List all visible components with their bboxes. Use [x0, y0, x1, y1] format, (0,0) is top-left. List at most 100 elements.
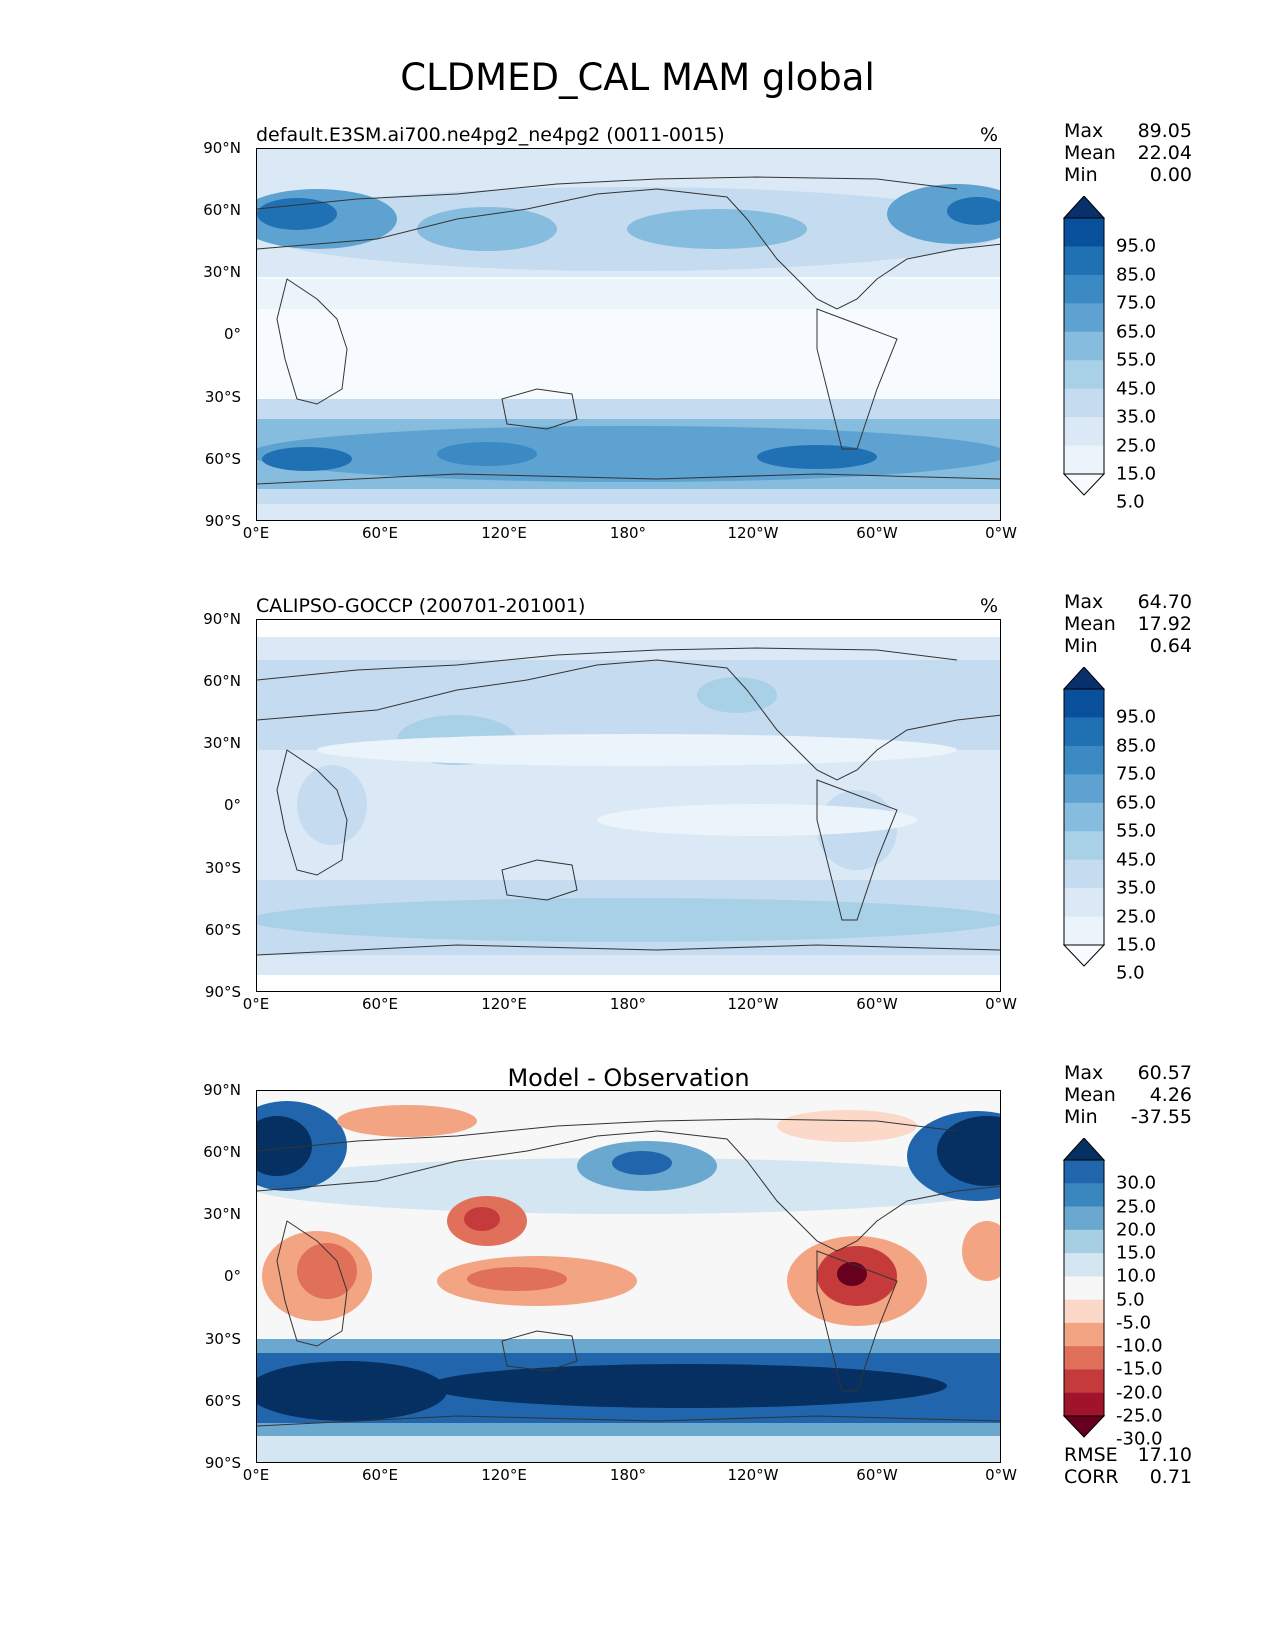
colorbar-swatch: [1064, 331, 1104, 361]
lat-label: 30°N: [203, 734, 241, 752]
colorbar-tick-label: 25.0: [1116, 906, 1157, 928]
colorbar-swatch: [1064, 916, 1104, 946]
stat-corr: CORR 0.71: [1064, 1466, 1192, 1488]
lat-label: 90°S: [204, 983, 241, 1001]
colorbar-swatch: [1064, 218, 1104, 247]
panel-subtitle: default.E3SM.ai700.ne4pg2_ne4pg2 (0011-0…: [256, 124, 725, 146]
colorbar-swatch: [1064, 774, 1104, 804]
colorbar-swatch: [1064, 445, 1104, 475]
colorbar-swatch: [1064, 388, 1104, 418]
lon-label: 120°W: [727, 995, 779, 1013]
lon-label: 0°E: [242, 524, 270, 542]
colorbar-extend-top: [1062, 1138, 1106, 1161]
lat-label: 30°N: [203, 1205, 241, 1223]
colorbar-tick-label: 15.0: [1116, 934, 1157, 956]
lat-label: 60°S: [204, 921, 241, 939]
colorbar-swatch: [1064, 1369, 1104, 1394]
stat-min: Min 0.64: [1064, 635, 1192, 657]
colorbar-tick-label: 65.0: [1116, 792, 1157, 814]
colorbar: [1062, 667, 1106, 967]
colorbar-swatch: [1064, 1392, 1104, 1417]
lat-label: 90°N: [203, 1081, 241, 1099]
colorbar-swatch: [1064, 246, 1104, 276]
lon-label: 60°E: [361, 995, 399, 1013]
colorbar-tick-label: -10.0: [1116, 1335, 1163, 1357]
map-frame: [256, 1090, 1001, 1463]
stat-mean: Mean 22.04: [1064, 142, 1192, 164]
lon-label: 0°E: [242, 995, 270, 1013]
map-frame: [256, 619, 1001, 992]
panel-subtitle: CALIPSO-GOCCP (200701-201001): [256, 595, 586, 617]
colorbar-extend-bottom: [1062, 1415, 1106, 1438]
colorbar-tick-label: 5.0: [1116, 962, 1145, 984]
colorbar-swatch: [1064, 831, 1104, 861]
lon-label: 120°E: [481, 524, 527, 542]
colorbar-swatch: [1064, 1160, 1104, 1184]
colorbar-swatch: [1064, 1299, 1104, 1324]
panel-model: default.E3SM.ai700.ne4pg2_ne4pg2 (0011-0…: [0, 112, 1275, 572]
lat-label: 30°N: [203, 263, 241, 281]
lat-label: 30°S: [204, 859, 241, 877]
difference-field-map: [257, 1091, 1000, 1462]
colorbar-tick-label: 20.0: [1116, 1219, 1157, 1241]
stat-max: Max 60.57: [1064, 1062, 1192, 1084]
lon-label: 60°W: [856, 1466, 898, 1484]
colorbar-swatch: [1064, 859, 1104, 889]
stat-min: Min -37.55: [1064, 1106, 1192, 1128]
colorbar-tick-label: 5.0: [1116, 1289, 1145, 1311]
colorbar-extend-top: [1062, 196, 1106, 219]
colorbar-frame: [1063, 1159, 1105, 1417]
stats-box: Max 60.57 Mean 4.26 Min -37.55: [1064, 1062, 1192, 1128]
lat-label: 0°: [223, 325, 241, 343]
lat-label: 60°N: [203, 672, 241, 690]
lon-label: 120°W: [727, 524, 779, 542]
colorbar-swatch: [1064, 1229, 1104, 1254]
lon-label: 0°W: [985, 524, 1017, 542]
colorbar-tick-label: 25.0: [1116, 1196, 1157, 1218]
lat-label: 0°: [223, 796, 241, 814]
colorbar-frame: [1063, 688, 1105, 946]
colorbar-frame: [1063, 217, 1105, 475]
lon-label: 180°: [609, 995, 647, 1013]
colorbar-swatch: [1064, 1346, 1104, 1370]
colorbar-swatch: [1064, 1206, 1104, 1231]
lon-label: 60°W: [856, 995, 898, 1013]
model-field-map: [257, 149, 1000, 520]
colorbar-tick-label: -20.0: [1116, 1382, 1163, 1404]
colorbar-swatch: [1064, 717, 1104, 747]
stat-max: Max 64.70: [1064, 591, 1192, 613]
stat-rmse: RMSE 17.10: [1064, 1444, 1192, 1466]
colorbar-tick-label: -15.0: [1116, 1358, 1163, 1380]
colorbar-tick-label: 10.0: [1116, 1265, 1157, 1287]
colorbar-swatch: [1064, 745, 1104, 775]
stat-max: Max 89.05: [1064, 120, 1192, 142]
colorbar-swatch: [1064, 1322, 1104, 1347]
colorbar-tick-label: 75.0: [1116, 292, 1157, 314]
lat-label: 60°S: [204, 450, 241, 468]
panel-subtitle: Model - Observation: [507, 1064, 750, 1092]
colorbar-tick-label: 95.0: [1116, 235, 1157, 257]
colorbar-tick-label: -30.0: [1116, 1428, 1163, 1450]
stats-box: Max 89.05 Mean 22.04 Min 0.00: [1064, 120, 1192, 186]
panel-observation: CALIPSO-GOCCP (200701-201001) %: [0, 583, 1275, 1043]
colorbar-swatch: [1064, 417, 1104, 447]
lat-label: 30°S: [204, 1330, 241, 1348]
colorbar: [1062, 1138, 1106, 1438]
lon-label: 120°E: [481, 995, 527, 1013]
accuracy-stats: RMSE 17.10 CORR 0.71: [1064, 1444, 1192, 1488]
colorbar-tick-label: 25.0: [1116, 435, 1157, 457]
lon-label: 120°E: [481, 1466, 527, 1484]
lat-label: 60°N: [203, 1143, 241, 1161]
lon-label: 0°W: [985, 1466, 1017, 1484]
map-frame: [256, 148, 1001, 521]
lon-label: 180°: [609, 1466, 647, 1484]
lon-label: 60°E: [361, 1466, 399, 1484]
colorbar-swatch: [1064, 303, 1104, 333]
lon-label: 0°E: [242, 1466, 270, 1484]
colorbar-swatch: [1064, 888, 1104, 918]
lon-label: 0°W: [985, 995, 1017, 1013]
lat-label: 60°N: [203, 201, 241, 219]
stats-box: Max 64.70 Mean 17.92 Min 0.64: [1064, 591, 1192, 657]
units-label: %: [980, 124, 999, 146]
lon-label: 60°E: [361, 524, 399, 542]
